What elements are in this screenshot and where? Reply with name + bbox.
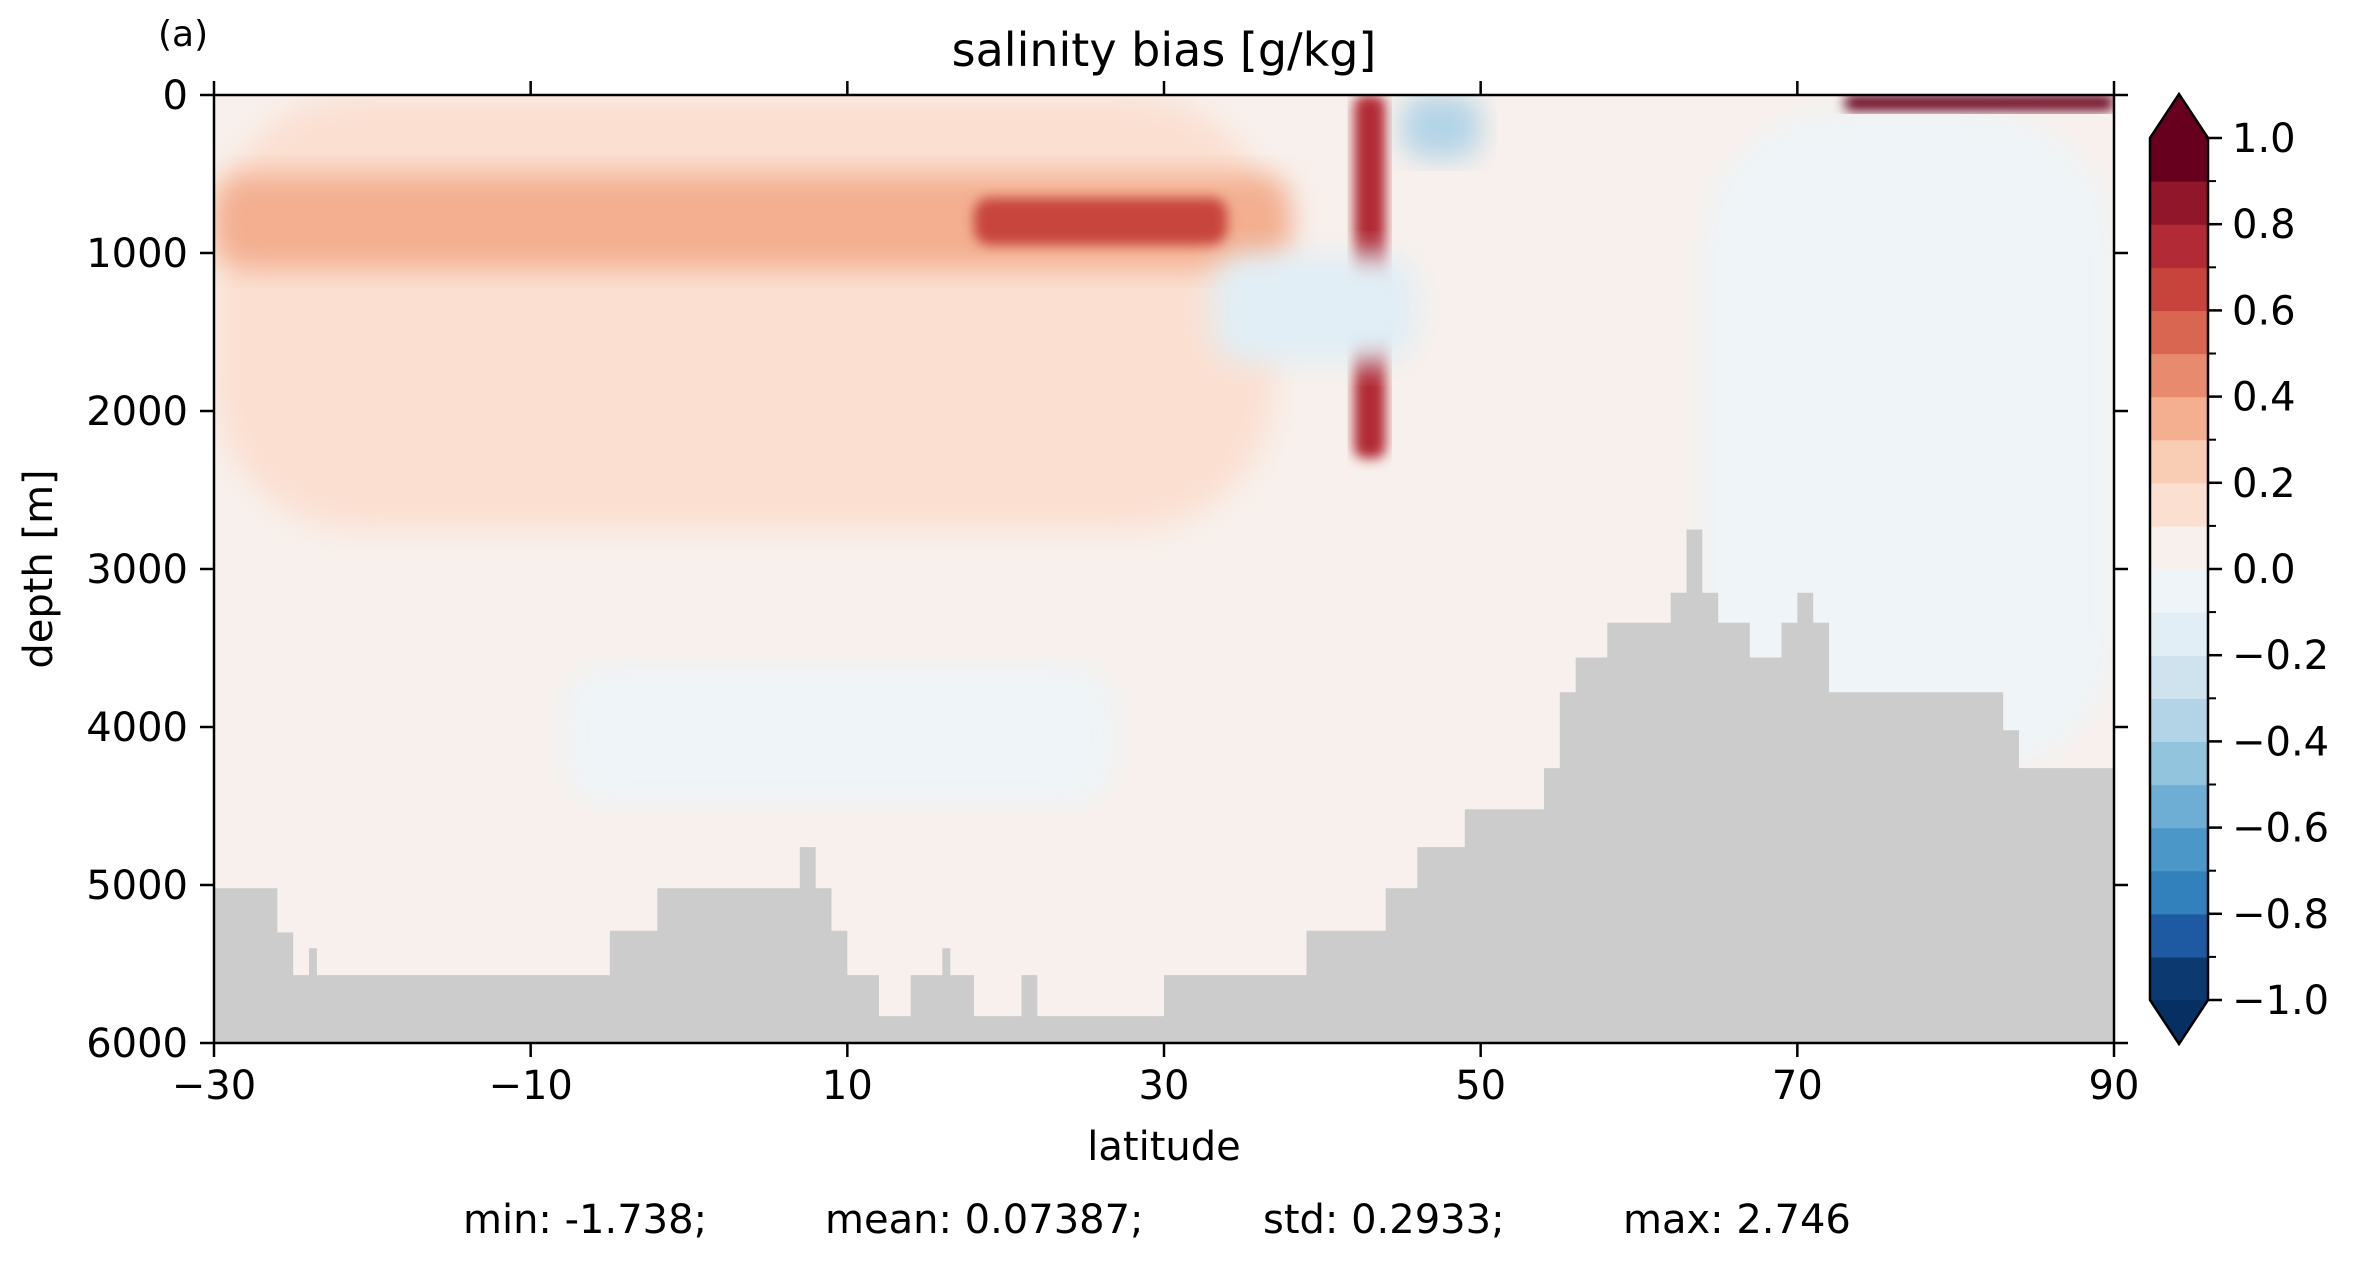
bias-region xyxy=(974,197,1228,246)
y-tick-label: 5000 xyxy=(86,863,188,909)
plot-area xyxy=(214,95,2114,1043)
y-tick-label: 3000 xyxy=(86,547,188,593)
colorbar-tick-label: −0.8 xyxy=(2232,892,2329,938)
colorbar-tick-label: 0.0 xyxy=(2232,547,2296,593)
colorbar-segment xyxy=(2150,913,2208,958)
bathymetry-mask xyxy=(214,529,2114,1043)
x-tick-label: 30 xyxy=(1139,1063,1190,1109)
colorbar-segment xyxy=(2150,138,2208,182)
x-axis: −30 −10 10 30 50 70 90 xyxy=(172,81,2140,1109)
stat-max: max: 2.746 xyxy=(1623,1197,1851,1243)
colorbar-segment xyxy=(2150,267,2208,311)
y-tick-label: 0 xyxy=(163,73,188,119)
colorbar-tick-label: 0.4 xyxy=(2232,375,2296,421)
y-tick-label: 6000 xyxy=(86,1021,188,1067)
colorbar-extend-min xyxy=(2150,1000,2208,1044)
x-tick-label: 70 xyxy=(1772,1063,1823,1109)
x-tick-label: 90 xyxy=(2089,1063,2140,1109)
x-axis-label: latitude xyxy=(1087,1124,1240,1170)
y-axis-label: depth [m] xyxy=(16,469,62,668)
colorbar-segment xyxy=(2150,439,2208,484)
colorbar-segment xyxy=(2150,525,2208,570)
colorbar-segment xyxy=(2150,698,2208,742)
colorbar-segment xyxy=(2150,181,2208,225)
colorbar-segment xyxy=(2150,310,2208,355)
bias-region xyxy=(1844,95,2114,111)
colorbar-segment xyxy=(2150,353,2208,398)
colorbar-tick-label: 1.0 xyxy=(2232,116,2296,162)
colorbar-tick-label: −0.6 xyxy=(2232,806,2329,852)
colorbar-segment xyxy=(2150,784,2208,829)
colorbar-segment xyxy=(2150,569,2208,613)
colorbar-tick-label: −0.4 xyxy=(2232,719,2329,765)
y-tick-label: 1000 xyxy=(86,231,188,277)
stat-std: std: 0.2933; xyxy=(1263,1197,1505,1243)
chart-title: salinity bias [g/kg] xyxy=(952,23,1377,77)
bias-fields xyxy=(214,95,2114,806)
colorbar-segment xyxy=(2150,396,2208,441)
colorbar-segment xyxy=(2150,956,2208,1001)
bias-region xyxy=(1211,253,1418,364)
x-tick-label: −30 xyxy=(172,1063,256,1109)
x-tick-label: 50 xyxy=(1455,1063,1506,1109)
colorbar-segment xyxy=(2150,482,2208,527)
panel-label: (a) xyxy=(158,14,208,55)
colorbar-tick-label: 0.2 xyxy=(2232,461,2296,507)
stat-mean: mean: 0.07387; xyxy=(825,1197,1144,1243)
y-axis: 0 1000 2000 3000 4000 5000 6000 xyxy=(86,73,2128,1067)
colorbar-tick-label: 0.6 xyxy=(2232,288,2296,334)
colorbar-tick-label: −0.2 xyxy=(2232,633,2329,679)
bias-region xyxy=(1401,95,1481,159)
x-tick-label: 10 xyxy=(822,1063,873,1109)
colorbar-tick-label: 0.8 xyxy=(2232,202,2296,248)
colorbar-extend-max xyxy=(2150,94,2208,138)
colorbar: 1.0 0.8 0.6 0.4 0.2 0.0 −0.2 −0.4 −0.6 −0.8 −1.0 xyxy=(2148,91,2329,1047)
y-tick-label: 2000 xyxy=(86,389,188,435)
colorbar-tick-label: −1.0 xyxy=(2232,978,2329,1024)
bias-region xyxy=(562,663,1117,806)
colorbar-segment xyxy=(2150,741,2208,786)
x-tick-label: −10 xyxy=(488,1063,572,1109)
colorbar-segment xyxy=(2150,870,2208,915)
colorbar-segment xyxy=(2150,655,2208,699)
colorbar-segment xyxy=(2150,612,2208,656)
stat-min: min: -1.738; xyxy=(463,1197,708,1243)
bias-region xyxy=(214,95,1275,530)
colorbar-segment xyxy=(2150,224,2208,268)
colorbar-segment xyxy=(2150,827,2208,872)
y-tick-label: 4000 xyxy=(86,705,188,751)
